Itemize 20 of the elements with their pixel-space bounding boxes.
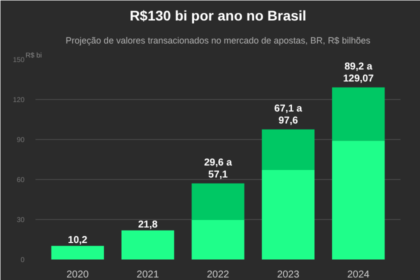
total-label: 67,1 a 97,6 bbox=[274, 103, 303, 126]
chart-title: R$130 bi por ano no Brasil bbox=[130, 8, 306, 24]
x-tick-label: 2020 bbox=[66, 270, 90, 280]
total-label: 10,2 bbox=[68, 234, 88, 246]
bar bbox=[332, 140, 385, 260]
bar bbox=[121, 230, 174, 260]
total-label: 21,8 bbox=[138, 219, 158, 230]
chart-subtitle: Projeção de valores transacionados no mercado de apostas, BR, R$ bilhões bbox=[66, 36, 371, 46]
x-tick-label: 2024 bbox=[347, 270, 370, 280]
bar bbox=[192, 220, 244, 260]
bar bbox=[262, 170, 315, 260]
x-tick-label: 2021 bbox=[136, 270, 160, 280]
bar bbox=[192, 183, 244, 220]
total-label: 89,2 a 129,07 bbox=[343, 61, 374, 84]
bar bbox=[332, 87, 385, 141]
x-tick-label: 2023 bbox=[277, 270, 300, 280]
bar bbox=[262, 129, 315, 170]
x-tick-label: 2022 bbox=[206, 270, 230, 280]
bar bbox=[51, 246, 104, 260]
total-label: 29,6 a 57,1 bbox=[204, 157, 232, 180]
